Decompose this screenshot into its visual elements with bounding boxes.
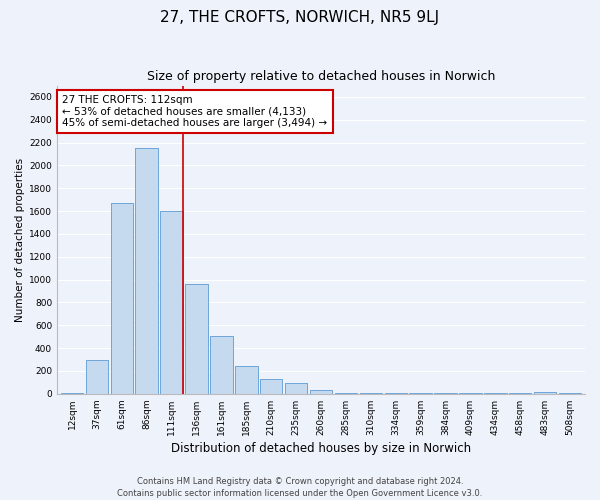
- Bar: [160, 211, 183, 394]
- Bar: [559, 393, 581, 394]
- Bar: [434, 393, 457, 394]
- Bar: [235, 366, 257, 394]
- Bar: [409, 393, 432, 394]
- Bar: [260, 379, 283, 394]
- Bar: [509, 393, 532, 394]
- Bar: [210, 336, 233, 394]
- Bar: [185, 284, 208, 394]
- Y-axis label: Number of detached properties: Number of detached properties: [15, 158, 25, 322]
- Bar: [86, 360, 108, 394]
- Bar: [110, 202, 133, 394]
- Bar: [335, 393, 357, 394]
- X-axis label: Distribution of detached houses by size in Norwich: Distribution of detached houses by size …: [171, 442, 471, 455]
- Text: 27, THE CROFTS, NORWICH, NR5 9LJ: 27, THE CROFTS, NORWICH, NR5 9LJ: [160, 10, 440, 25]
- Bar: [484, 393, 506, 394]
- Bar: [136, 148, 158, 394]
- Text: Contains HM Land Registry data © Crown copyright and database right 2024.
Contai: Contains HM Land Registry data © Crown c…: [118, 476, 482, 498]
- Text: 27 THE CROFTS: 112sqm
← 53% of detached houses are smaller (4,133)
45% of semi-d: 27 THE CROFTS: 112sqm ← 53% of detached …: [62, 95, 328, 128]
- Bar: [385, 393, 407, 394]
- Bar: [359, 393, 382, 394]
- Bar: [310, 390, 332, 394]
- Bar: [61, 392, 83, 394]
- Bar: [459, 393, 482, 394]
- Bar: [534, 392, 556, 394]
- Bar: [285, 383, 307, 394]
- Title: Size of property relative to detached houses in Norwich: Size of property relative to detached ho…: [147, 70, 495, 83]
